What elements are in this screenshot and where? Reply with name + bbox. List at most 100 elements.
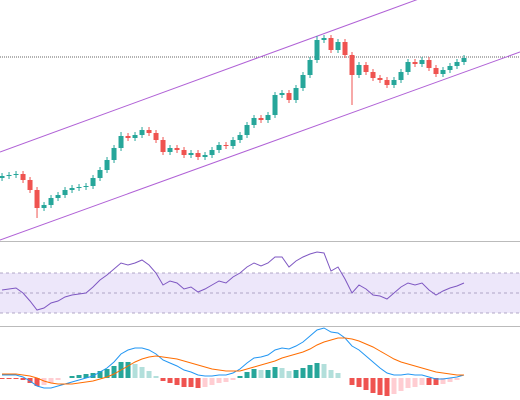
candle-body (76, 187, 82, 188)
candle-body (216, 145, 222, 150)
histogram-bar (125, 362, 131, 378)
candle-body (279, 93, 285, 95)
candle-body (139, 130, 145, 135)
candle-body (41, 205, 47, 208)
candle-body (370, 72, 376, 78)
histogram-bar (195, 378, 201, 388)
candle-body (237, 135, 243, 140)
indicator-line (2, 337, 464, 385)
candle-body (412, 62, 418, 64)
candle-body (286, 93, 292, 100)
histogram-bar (69, 376, 75, 378)
histogram-bar (286, 371, 292, 378)
candle-body (391, 80, 397, 85)
histogram-bar (223, 378, 229, 382)
candle-body (349, 55, 355, 75)
histogram-bar (146, 371, 152, 378)
histogram-bar (328, 370, 334, 378)
candle-body (118, 136, 124, 148)
histogram-bar (202, 378, 208, 387)
histogram-bar (174, 378, 180, 385)
candle-body (258, 118, 264, 120)
candle-body (454, 62, 460, 66)
candle-body (251, 118, 257, 125)
histogram-bar (167, 378, 173, 383)
histogram-bar (321, 364, 327, 378)
histogram-bar (384, 378, 390, 396)
candle-body (125, 136, 131, 138)
histogram-bar (153, 376, 159, 378)
histogram-bar (97, 371, 103, 378)
candle-body (342, 42, 348, 55)
candle-body (27, 180, 33, 190)
candle-body (188, 153, 194, 155)
histogram-bar (349, 378, 355, 385)
histogram-bar (412, 378, 418, 387)
candle-body (62, 190, 68, 195)
histogram-bar (391, 378, 397, 394)
candle-body (335, 42, 341, 50)
histogram-bar (104, 369, 110, 378)
candle-body (314, 40, 320, 60)
histogram-bar (356, 378, 362, 387)
histogram-bar (426, 378, 432, 385)
candle-body (167, 148, 173, 152)
histogram-bar (447, 378, 453, 382)
histogram-bar (76, 375, 82, 378)
indicator-line (1, 251, 465, 311)
indicator-line (2, 327, 465, 389)
candle-body (174, 148, 180, 150)
histogram-bar (216, 378, 222, 383)
candle-body (195, 153, 201, 157)
histogram-bar (279, 368, 285, 378)
candle-body (272, 95, 278, 115)
histogram-bar (265, 370, 271, 378)
candle-body (293, 88, 299, 100)
histogram-bar (251, 369, 257, 378)
candle-body (132, 135, 138, 138)
histogram-bar (300, 368, 306, 378)
candle-body (48, 198, 54, 205)
histogram-bar (370, 378, 376, 393)
candle-body (363, 65, 369, 72)
histogram-bar (230, 378, 236, 380)
candle-body (356, 65, 362, 75)
histogram-bar (440, 378, 446, 384)
candle-body (69, 188, 75, 190)
histogram-bar (209, 378, 215, 385)
candle-body (230, 140, 236, 146)
candle-body (104, 160, 110, 170)
histogram-bar (258, 370, 264, 378)
candle-body (244, 125, 250, 135)
histogram-bar (13, 378, 19, 379)
candle-body (377, 78, 383, 80)
candle-body (20, 174, 26, 180)
candle-body (6, 175, 12, 176)
candle-body (461, 58, 467, 62)
channel-line (0, 0, 418, 153)
candle-body (447, 66, 453, 70)
candle-body (83, 186, 89, 187)
candle-body (146, 130, 152, 133)
histogram-bar (55, 378, 61, 380)
histogram-bar (181, 378, 187, 387)
candle-body (405, 62, 411, 72)
candle-body (13, 174, 19, 175)
candle-body (34, 190, 40, 208)
candle-body (265, 115, 271, 120)
histogram-bar (293, 370, 299, 378)
candle-body (300, 75, 306, 88)
candle-body (181, 150, 187, 155)
candle-body (202, 155, 208, 157)
candle-body (426, 60, 432, 68)
candle-body (160, 140, 166, 152)
histogram-bar (6, 378, 12, 379)
candle-body (153, 133, 159, 140)
histogram-bar (363, 378, 369, 390)
candle-body (440, 70, 446, 74)
histogram-bar (83, 374, 89, 378)
channel-line (0, 51, 520, 241)
candle-body (419, 60, 425, 64)
